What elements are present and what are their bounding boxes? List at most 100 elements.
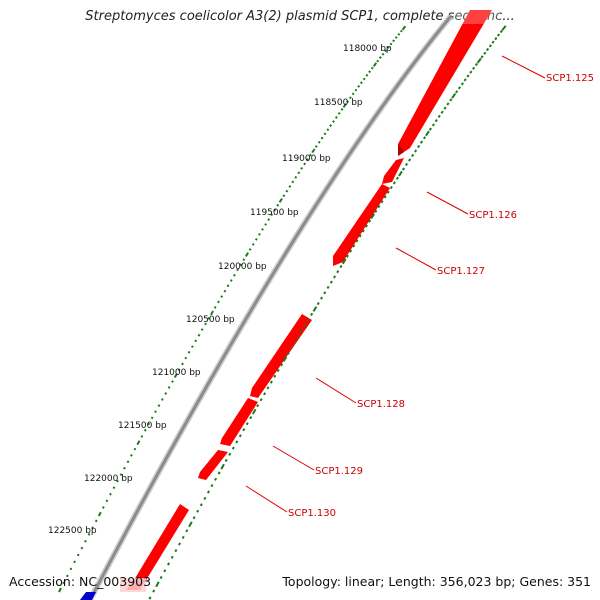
scale-tick <box>401 25 407 31</box>
scale-dot <box>214 477 218 481</box>
scale-dot <box>374 209 378 213</box>
scale-tick <box>251 408 257 415</box>
scale-dot <box>140 435 144 438</box>
position-label: 118000 bp <box>343 44 392 54</box>
gene-segment-scp1-130[interactable] <box>120 504 189 592</box>
scale-dot <box>148 596 152 600</box>
gene-leader-line <box>272 445 315 471</box>
scale-tick <box>341 258 347 265</box>
gene-segment-scp1-126[interactable] <box>333 184 390 266</box>
scale-dot <box>472 66 476 70</box>
scale-dot <box>290 346 294 350</box>
scale-dot <box>392 39 396 43</box>
scale-dot <box>152 589 156 593</box>
scale-dot <box>207 317 211 320</box>
scale-dot <box>217 471 221 475</box>
scale-dot <box>194 339 198 343</box>
gene-segment-scp1-128a[interactable] <box>250 314 312 398</box>
scale-dot <box>167 386 171 389</box>
scale-dot <box>226 284 230 288</box>
gene-label[interactable]: SCP1.128 <box>357 399 405 410</box>
scale-dot <box>297 171 301 175</box>
scale-dot <box>163 569 167 573</box>
scale-tick <box>476 57 482 64</box>
scale-dot <box>259 398 263 402</box>
scale-dot <box>210 484 214 488</box>
scale-dot <box>483 51 487 55</box>
scale-dot <box>300 166 304 170</box>
scale-dot <box>293 340 297 344</box>
scale-dot <box>300 329 304 333</box>
scale-dot <box>242 258 246 262</box>
scale-dot <box>480 55 484 59</box>
scale-dot <box>358 234 362 238</box>
scale-dot <box>174 549 178 553</box>
scale-dot <box>320 136 324 140</box>
scale-dot <box>76 553 80 557</box>
gene-label[interactable]: SCP1.127 <box>437 266 485 277</box>
scale-dot <box>109 492 112 496</box>
scale-dot <box>463 78 467 82</box>
scale-dot <box>213 306 217 309</box>
scale-dot <box>370 66 374 70</box>
scale-dot <box>368 219 372 223</box>
scale-dot <box>248 248 252 251</box>
scale-dot <box>310 312 314 317</box>
scale-dot <box>181 362 184 366</box>
scale-dot <box>428 127 432 131</box>
map-title: Streptomyces coelicolor A3(2) plasmid SC… <box>85 9 515 24</box>
gene-segment-blue[interactable] <box>80 592 96 600</box>
scale-dot <box>235 440 239 444</box>
gene-segment-scp1-125[interactable] <box>398 10 500 156</box>
gene-label[interactable]: SCP1.129 <box>315 466 363 477</box>
scale-dot <box>401 167 406 171</box>
gene-segment-scp1-128b[interactable] <box>220 398 258 446</box>
scale-dot <box>296 334 300 339</box>
scale-dot <box>386 45 390 49</box>
scale-dot <box>133 447 137 451</box>
scale-dot <box>285 189 289 193</box>
scale-dot <box>348 96 352 100</box>
scale-dot <box>417 144 421 149</box>
scale-dot <box>323 132 327 136</box>
scale-dot <box>197 333 201 337</box>
scale-dot <box>446 102 450 106</box>
position-label: 122500 bp <box>48 526 97 536</box>
scale-dot <box>249 415 253 420</box>
scale-dot <box>291 180 295 184</box>
scale-dot <box>339 264 343 269</box>
scale-dot <box>303 323 307 327</box>
scale-dot <box>317 140 321 144</box>
scale-dot <box>147 422 151 426</box>
scale-dot <box>62 581 65 585</box>
position-label: 122000 bp <box>84 474 133 484</box>
gene-label[interactable]: SCP1.130 <box>288 508 336 519</box>
scale-dot <box>340 108 344 111</box>
scale-dot <box>261 228 264 231</box>
scale-dot <box>364 224 368 228</box>
scale-dot <box>333 275 337 279</box>
scale-dot <box>419 140 424 144</box>
scale-dot <box>282 194 286 198</box>
scale-dot <box>378 56 382 60</box>
scale-dot <box>164 392 168 395</box>
scale-dot <box>238 434 242 438</box>
scale-dot <box>443 106 447 110</box>
gene-label[interactable]: SCP1.125 <box>546 73 594 84</box>
scale-dot <box>397 32 401 36</box>
scale-dot <box>345 254 349 258</box>
scale-dot <box>357 85 361 88</box>
scale-tick <box>372 62 378 67</box>
gene-segment-scp1-129[interactable] <box>198 450 228 480</box>
gene-segment-scp1-125b[interactable] <box>382 158 404 184</box>
scale-dot <box>389 42 393 46</box>
scale-tick <box>188 521 193 528</box>
scale-dot <box>217 300 220 304</box>
scale-tick <box>398 170 403 177</box>
scale-dot <box>314 145 318 148</box>
gene-label[interactable]: SCP1.126 <box>469 210 517 221</box>
scale-dot <box>351 92 355 96</box>
position-label: 121000 bp <box>152 368 201 378</box>
scale-dot <box>306 318 310 322</box>
scale-dot <box>150 416 154 420</box>
